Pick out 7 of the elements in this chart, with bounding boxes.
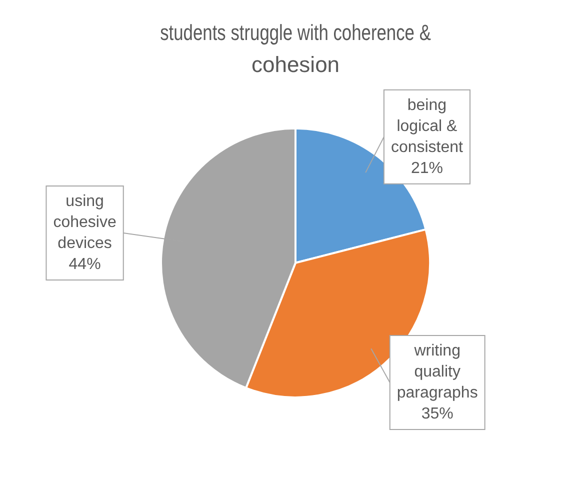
data-label: 21% — [410, 160, 443, 177]
slice-label: using cohesive devices — [53, 192, 116, 252]
chart-title: students struggle with coherence & cohesion — [160, 21, 431, 77]
data-label: 35% — [421, 405, 454, 422]
data-label: 44% — [68, 256, 101, 273]
slice-label: writing quality paragraphs — [396, 342, 478, 402]
slice-label: being logical & consistent — [390, 96, 464, 156]
